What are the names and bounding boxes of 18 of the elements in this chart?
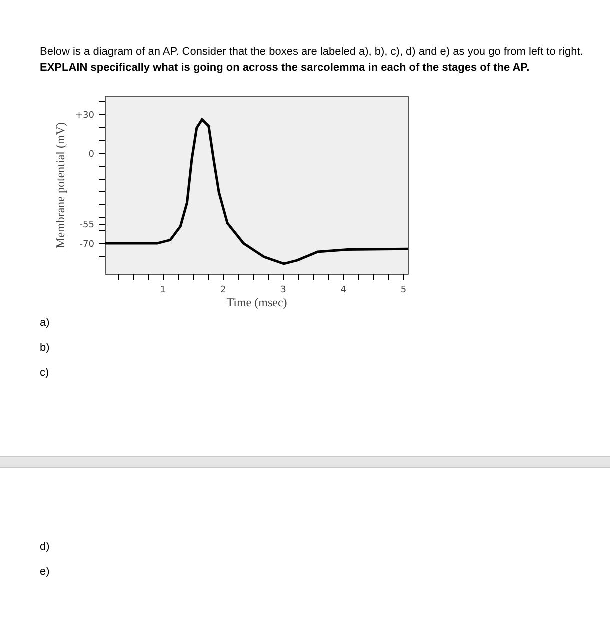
x-tick-label: 5 — [400, 286, 407, 296]
y-axis-title: Membrane potential (mV) — [54, 122, 68, 248]
y-tick-label: +30 — [76, 111, 95, 122]
text: e) — [40, 565, 50, 580]
chart-subtitle: EXPLAIN specifically what is going on across the sarcolemma in each of the stages of the AP. — [40, 62, 530, 74]
text: a) — [40, 316, 50, 331]
text: b) — [40, 341, 50, 356]
y-tick-label: -70 — [80, 240, 95, 250]
x-tick-label: 2 — [220, 286, 226, 296]
x-axis-title: Time (msec) — [226, 296, 288, 310]
y-tick-label: -55 — [80, 220, 95, 231]
y-tick-label: 0 — [88, 150, 95, 160]
text: d) — [40, 540, 50, 555]
x-tick-label: 4 — [340, 286, 347, 296]
x-tick-label: 3 — [280, 286, 286, 296]
chart-title: Below is a diagram of an AP. Consider that the boxes are labeled a), b), c), d) and e) as you go from left to right. — [40, 46, 584, 58]
text: c) — [40, 366, 50, 381]
x-tick-label: 1 — [160, 286, 166, 296]
